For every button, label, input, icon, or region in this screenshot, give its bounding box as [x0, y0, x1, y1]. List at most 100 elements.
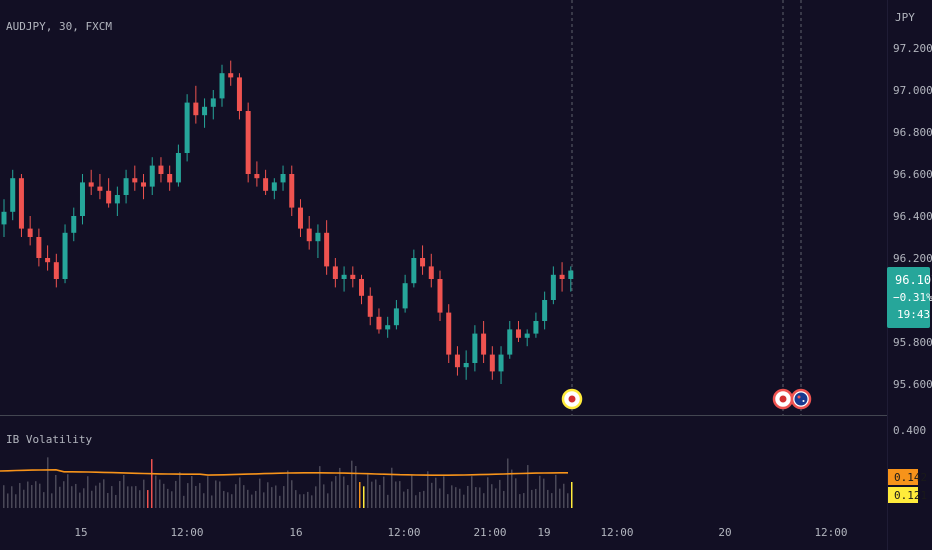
price-tick-label: 96.200 — [893, 252, 932, 265]
volatility-bar — [559, 488, 561, 508]
volatility-bar — [155, 475, 157, 508]
candle — [97, 174, 103, 200]
volatility-bar — [7, 493, 9, 508]
volatility-bar — [143, 479, 145, 508]
volatility-bar — [239, 477, 241, 508]
bar-countdown: 19:43 — [897, 308, 930, 321]
candle — [175, 144, 181, 187]
volatility-bar — [67, 474, 69, 508]
japan-flag-icon[interactable] — [772, 388, 794, 410]
volatility-bar — [127, 486, 129, 508]
volatility-bar — [531, 489, 533, 508]
volatility-bar — [287, 470, 289, 508]
volatility-bar — [547, 489, 549, 508]
volatility-bar — [571, 482, 573, 508]
candle — [533, 312, 539, 338]
volatility-bar — [47, 457, 49, 508]
candle — [184, 94, 190, 162]
volatility-bar — [163, 483, 165, 508]
volatility-bar — [563, 483, 565, 508]
candle — [36, 228, 42, 267]
candle — [18, 174, 24, 237]
volatility-bar — [59, 486, 61, 508]
volatility-bar — [187, 483, 189, 508]
indicator-value-yellow-badge: 0.121 — [888, 487, 927, 503]
price-tick-label: 96.600 — [893, 168, 932, 181]
volatility-bar — [487, 477, 489, 508]
volatility-bar — [503, 490, 505, 508]
volatility-bar — [391, 467, 393, 508]
volatility-bar — [463, 494, 465, 508]
candle — [324, 220, 330, 275]
candle — [45, 245, 51, 271]
volatility-bar — [35, 481, 37, 508]
volatility-bar — [3, 485, 5, 508]
candle — [550, 266, 556, 305]
volatility-bar — [131, 486, 133, 508]
volatility-bar — [291, 480, 293, 508]
volatility-bar — [307, 491, 309, 508]
candle — [498, 346, 504, 384]
candle — [132, 165, 138, 191]
volatility-bar — [227, 492, 229, 508]
candle — [437, 270, 443, 321]
volatility-bar — [115, 494, 117, 508]
volatility-bar — [183, 495, 185, 508]
time-axis-label: 12:00 — [600, 526, 633, 539]
symbol-title[interactable]: AUDJPY, 30, FXCM — [6, 20, 112, 33]
volatility-bar — [331, 481, 333, 508]
volatility-bar — [527, 465, 529, 508]
volatility-bar — [247, 489, 249, 508]
candle — [385, 316, 391, 338]
candle — [297, 199, 303, 237]
volatility-bar — [523, 493, 525, 508]
volatility-bar — [119, 481, 121, 508]
candle — [149, 157, 155, 195]
volatility-bar — [551, 493, 553, 508]
volatility-bar — [411, 474, 413, 508]
volatility-bar — [103, 479, 105, 508]
volatility-bar — [511, 469, 513, 508]
time-axis-label: 19 — [537, 526, 550, 539]
candle — [210, 90, 216, 120]
volatility-bar — [111, 486, 113, 508]
volatility-bar — [299, 494, 301, 508]
volatility-bar — [171, 491, 173, 508]
volatility-bar — [223, 490, 225, 508]
price-tick-label: 96.800 — [893, 126, 932, 139]
japan-flag-icon[interactable] — [561, 388, 583, 410]
volatility-bar — [507, 458, 509, 508]
volatility-bar — [495, 488, 497, 508]
volatility-bar — [107, 493, 109, 508]
australia-flag-icon[interactable] — [790, 388, 812, 410]
volatility-bar — [207, 476, 209, 508]
volatility-bar — [399, 481, 401, 508]
volatility-bar — [403, 491, 405, 508]
candle — [472, 325, 478, 372]
volatility-bar — [275, 485, 277, 508]
volatility-bar — [415, 495, 417, 508]
volatility-bar — [99, 482, 101, 508]
time-axis-label: 12:00 — [387, 526, 420, 539]
indicator-title[interactable]: IB Volatility — [6, 433, 92, 446]
price-tick-label: 97.000 — [893, 84, 932, 97]
candle — [123, 169, 129, 204]
volatility-bar — [435, 477, 437, 508]
volatility-bar — [471, 476, 473, 508]
volatility-bar — [27, 481, 29, 508]
volatility-bar — [363, 486, 365, 508]
candle — [88, 169, 94, 195]
volatility-bar — [395, 481, 397, 508]
candle — [79, 174, 85, 225]
volatility-bar — [475, 487, 477, 508]
volatility-bar — [555, 474, 557, 508]
volatility-bar — [175, 480, 177, 508]
volatility-bar — [387, 494, 389, 508]
candle — [280, 165, 286, 191]
volatility-bar — [371, 481, 373, 508]
volatility-bar — [31, 485, 33, 508]
candle — [1, 199, 7, 237]
volatility-bar — [79, 492, 81, 508]
volatility-bar — [455, 487, 457, 508]
